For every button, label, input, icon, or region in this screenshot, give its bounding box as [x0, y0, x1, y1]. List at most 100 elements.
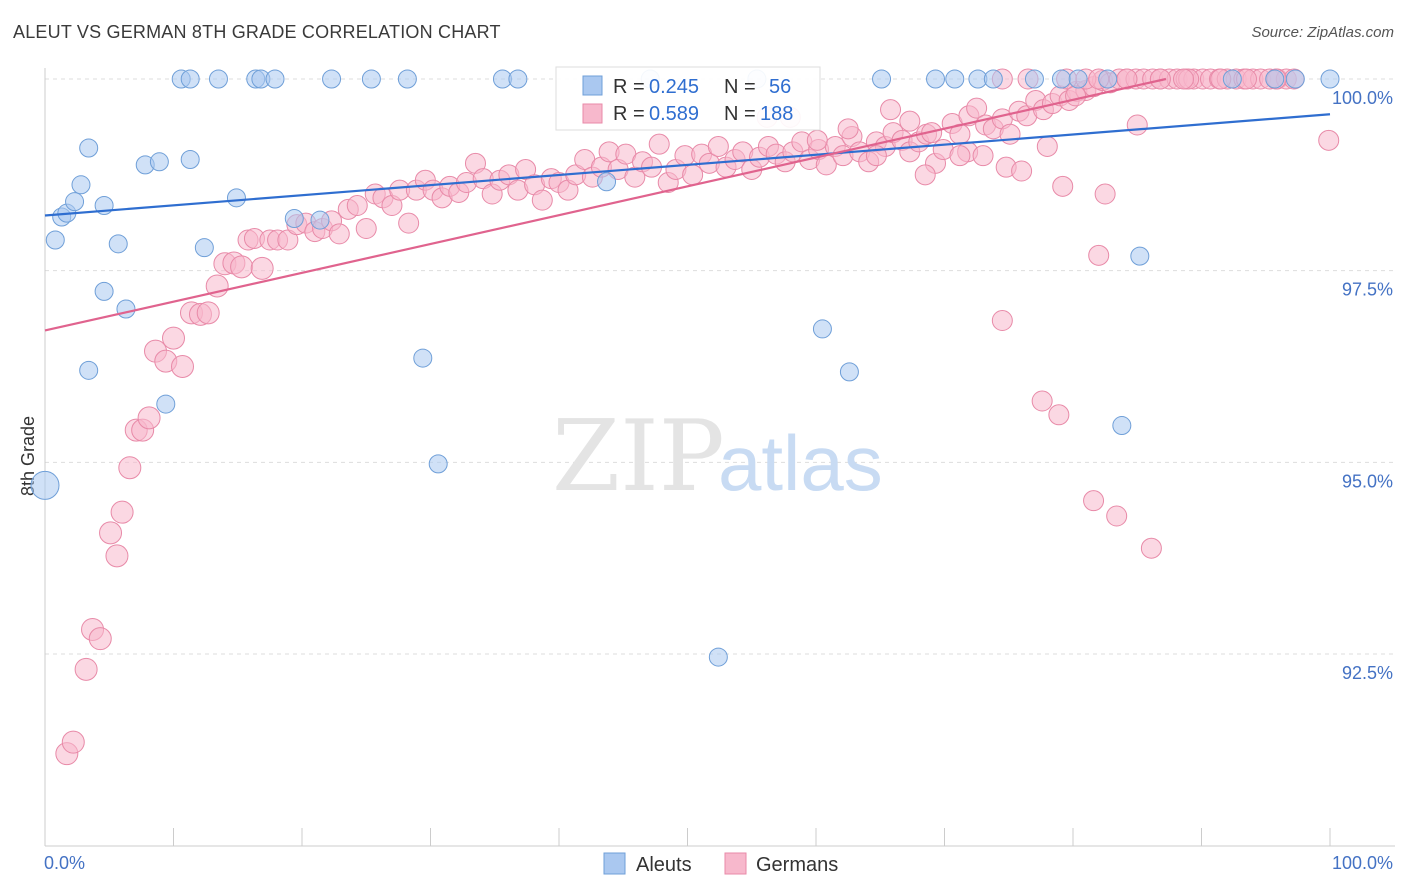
- german-point: [837, 118, 859, 140]
- aleut-point: [983, 69, 1003, 89]
- legend-germans-label: Germans: [756, 854, 838, 876]
- aleut-point: [30, 470, 60, 500]
- bottom-legend: Aleuts Germans: [603, 852, 838, 876]
- y-tick-label: 100.0%: [1332, 88, 1393, 108]
- german-point: [88, 627, 112, 651]
- german-point: [328, 223, 350, 245]
- german-point: [105, 544, 129, 568]
- aleut-r-label: R =: [613, 76, 645, 98]
- aleut-point: [872, 69, 892, 89]
- aleut-point: [945, 69, 965, 89]
- german-point: [1318, 129, 1340, 151]
- aleut-point: [79, 360, 99, 380]
- german-point: [1106, 505, 1128, 527]
- y-tick-label: 95.0%: [1342, 471, 1393, 491]
- aleut-point: [45, 230, 65, 250]
- aleut-n-label: N =: [724, 76, 756, 98]
- german-point: [972, 145, 994, 167]
- aleut-point: [65, 192, 85, 212]
- german-point: [949, 145, 971, 167]
- german-point: [1094, 183, 1116, 205]
- german-point: [1052, 175, 1074, 197]
- stats-legend: R = 0.245 N = 56 R = 0.589 N = 188: [555, 66, 821, 131]
- legend-aleuts-swatch: [603, 852, 626, 875]
- aleut-point: [839, 362, 859, 382]
- aleut-point: [94, 281, 114, 301]
- german-point: [230, 255, 254, 279]
- aleut-point: [108, 234, 128, 254]
- german-point: [682, 164, 704, 186]
- y-tick-label: 97.5%: [1342, 280, 1393, 300]
- watermark: ZIP atlas: [552, 400, 883, 514]
- aleut-point: [708, 647, 728, 667]
- source-credit: Source: ZipAtlas.com: [1251, 24, 1394, 41]
- german-point: [1065, 85, 1087, 107]
- german-point: [1173, 68, 1195, 90]
- german-point: [1011, 160, 1033, 182]
- german-point: [1036, 135, 1058, 157]
- aleut-point: [310, 210, 330, 230]
- german-point: [162, 326, 185, 350]
- aleut-r-value: 0.245: [649, 76, 699, 98]
- german-point: [1088, 244, 1110, 266]
- aleut-point: [597, 172, 617, 192]
- german-point: [99, 521, 123, 545]
- aleut-n-value: 56: [769, 76, 791, 98]
- aleut-point: [226, 188, 246, 208]
- german-point: [355, 218, 377, 239]
- german-point: [806, 129, 828, 151]
- german-n-label: N =: [724, 103, 756, 125]
- aleut-point: [116, 299, 136, 319]
- aleut-point: [1320, 69, 1340, 89]
- trend-layer: [44, 77, 1331, 332]
- german-point: [1048, 404, 1070, 426]
- german-n-value: 188: [760, 103, 793, 125]
- german-swatch: [582, 103, 603, 124]
- aleut-trend-line: [44, 113, 1331, 217]
- german-point: [999, 123, 1021, 145]
- aleut-point: [284, 209, 304, 229]
- german-point: [250, 256, 274, 280]
- axis-layer: 100.0% 97.5% 95.0% 92.5% 0.0% 100.0% 8th Grade: [18, 68, 1395, 873]
- aleut-point: [1130, 246, 1150, 266]
- german-point: [118, 456, 142, 480]
- aleut-point: [428, 454, 448, 474]
- aleut-point: [1051, 69, 1071, 89]
- german-point: [880, 99, 902, 121]
- aleut-point: [397, 69, 417, 89]
- aleut-point: [208, 69, 228, 89]
- german-point: [196, 301, 220, 325]
- y-axis-title: 8th Grade: [18, 416, 38, 496]
- legend-aleuts-label: Aleuts: [636, 854, 692, 876]
- german-trend-line: [44, 77, 1167, 332]
- aleut-point: [413, 348, 433, 368]
- aleut-point: [1112, 416, 1132, 436]
- aleut-point: [322, 69, 342, 89]
- german-point: [1031, 390, 1053, 412]
- german-point: [170, 355, 194, 378]
- watermark-atlas: atlas: [718, 419, 883, 507]
- chart-title: ALEUT VS GERMAN 8TH GRADE CORRELATION CH…: [13, 22, 501, 42]
- german-point: [1149, 68, 1171, 90]
- german-point: [531, 189, 553, 211]
- y-tick-label: 92.5%: [1342, 663, 1393, 683]
- aleut-point: [1068, 69, 1088, 89]
- german-point: [1140, 537, 1162, 559]
- aleut-point: [812, 319, 832, 339]
- german-point: [346, 195, 368, 216]
- watermark-zip: ZIP: [552, 400, 725, 514]
- aleut-point: [361, 69, 381, 89]
- german-point: [914, 164, 936, 186]
- x-tick-label-min: 0.0%: [44, 853, 85, 873]
- german-point: [966, 97, 988, 119]
- german-point: [398, 212, 420, 234]
- aleut-point: [180, 150, 200, 169]
- aleut-point: [1024, 69, 1044, 89]
- german-point: [1083, 490, 1105, 512]
- aleut-point: [180, 69, 200, 89]
- german-point: [1126, 114, 1148, 136]
- aleut-point: [926, 69, 946, 89]
- aleut-point: [1285, 69, 1305, 89]
- german-point: [61, 730, 85, 754]
